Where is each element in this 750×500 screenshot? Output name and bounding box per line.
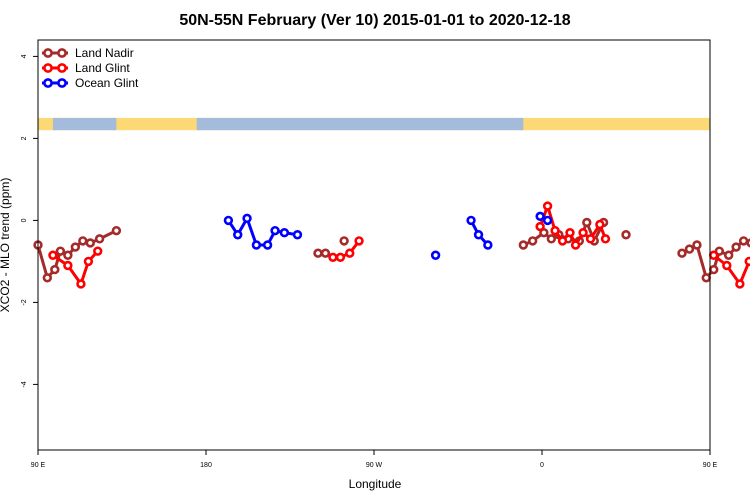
ocean-band-segment <box>52 117 117 131</box>
x-tick-label: 0 <box>540 462 544 469</box>
data-point <box>701 273 711 283</box>
data-point <box>339 236 349 246</box>
chart-title: 50N-55N February (Ver 10) 2015-01-01 to … <box>179 12 570 29</box>
land-ocean-mask-band <box>38 117 710 131</box>
legend-marker <box>57 78 67 88</box>
data-point <box>684 244 695 254</box>
data-point <box>582 217 592 228</box>
data-point <box>722 260 732 271</box>
y-axis-label: XCO2 - MLO trend (ppm) <box>0 178 12 313</box>
data-point <box>692 240 702 250</box>
data-point <box>345 248 355 258</box>
data-point <box>93 246 103 256</box>
data-point <box>735 279 745 289</box>
data-point <box>63 260 73 271</box>
data-point <box>48 250 58 260</box>
legend-label: Land Glint <box>75 61 130 75</box>
y-tick-label: 2 <box>21 136 28 140</box>
ocean-band-segment <box>196 117 524 131</box>
data-point <box>723 250 734 260</box>
series-land-glint <box>48 201 750 289</box>
data-point <box>85 238 95 248</box>
data-point <box>677 248 687 258</box>
data-point <box>550 225 560 236</box>
data-point <box>279 228 290 238</box>
data-point <box>570 240 581 250</box>
data-point <box>78 236 88 246</box>
data-point <box>320 248 331 258</box>
data-point <box>466 215 476 226</box>
data-point <box>111 225 122 236</box>
legend-label: Ocean Glint <box>75 76 139 90</box>
y-axis: 4 2 0 -2 -4 <box>21 54 38 388</box>
data-point <box>473 230 484 240</box>
data-point <box>223 215 234 226</box>
series-land-nadir <box>33 217 750 283</box>
data-point <box>557 236 568 246</box>
data-point <box>313 248 323 258</box>
legend-marker <box>57 63 67 73</box>
legend-marker <box>43 78 53 88</box>
y-tick-label: -2 <box>21 299 28 305</box>
data-point <box>63 250 73 260</box>
x-axis: 90 E 180 90 W 0 90 E <box>31 450 718 469</box>
y-tick-label: 4 <box>21 54 28 58</box>
data-point <box>70 242 81 252</box>
legend-label: Land Nadir <box>75 46 134 60</box>
x-tick-label: 180 <box>200 462 212 469</box>
data-point <box>565 228 575 238</box>
data-point <box>731 242 741 252</box>
y-tick-label: -4 <box>21 381 28 387</box>
data-point <box>527 236 538 246</box>
series-ocean-glint <box>223 211 553 260</box>
data-point <box>546 234 557 244</box>
x-tick-label: 90 E <box>703 462 718 469</box>
data-point <box>270 225 280 236</box>
data-point <box>242 213 252 224</box>
x-axis-label: Longitude <box>349 477 402 491</box>
data-point <box>483 240 493 250</box>
plot-series <box>33 201 750 289</box>
data-point <box>744 256 750 267</box>
series-line <box>36 229 118 281</box>
data-point <box>292 230 303 240</box>
data-point <box>535 221 545 232</box>
data-point <box>233 230 243 240</box>
data-point <box>746 238 750 248</box>
data-point <box>50 264 60 275</box>
x-tick-label: 90 E <box>31 462 46 469</box>
data-point <box>709 250 719 260</box>
data-point <box>518 240 529 250</box>
legend-marker <box>57 48 67 58</box>
data-point <box>535 211 545 222</box>
data-point <box>42 273 53 283</box>
data-point <box>600 234 611 244</box>
data-point <box>55 246 66 256</box>
plot-frame <box>37 39 711 451</box>
data-point <box>738 236 749 246</box>
legend-marker <box>43 63 53 73</box>
x-tick-label: 90 W <box>366 462 383 469</box>
data-point <box>335 252 346 262</box>
data-point <box>585 234 596 244</box>
legend-marker <box>43 48 53 58</box>
data-point <box>595 219 605 230</box>
data-point <box>251 240 262 250</box>
data-point <box>328 252 338 262</box>
data-point <box>83 256 94 267</box>
data-point <box>542 201 553 211</box>
data-point <box>76 279 86 289</box>
data-point <box>430 250 441 260</box>
data-point <box>709 264 719 275</box>
data-point <box>354 236 364 246</box>
data-point <box>578 228 588 238</box>
data-point <box>94 234 105 244</box>
data-point <box>262 240 273 250</box>
data-point <box>542 215 553 226</box>
data-point <box>621 230 631 240</box>
y-tick-label: 0 <box>21 218 28 222</box>
